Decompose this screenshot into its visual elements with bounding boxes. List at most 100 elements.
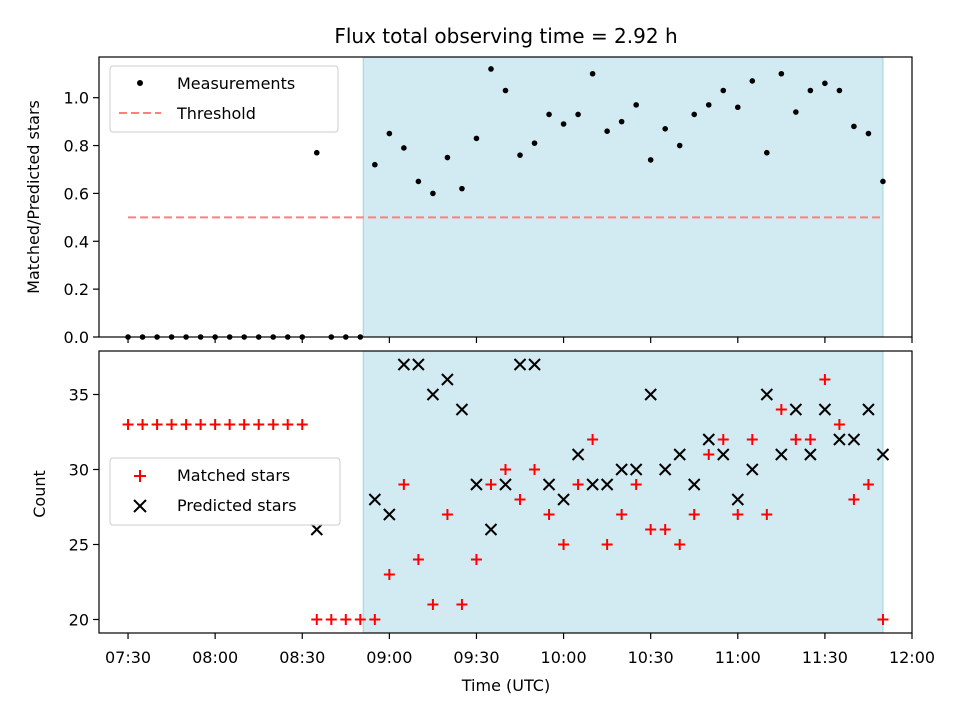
matched-star-point (862, 479, 874, 490)
predicted-x-b (571, 448, 585, 461)
predicted-x-b (717, 448, 730, 461)
bottom-y-tick-label: 20 (69, 611, 89, 630)
top-y-tick-label: 0.2 (64, 280, 89, 299)
measurement-point (734, 104, 741, 111)
matched-star-point (659, 524, 671, 535)
predicted-star-point (673, 448, 686, 461)
x-tick-label: 10:30 (628, 648, 674, 667)
measurement-point (836, 87, 843, 94)
matched-star-point (166, 419, 178, 430)
matched-star-point (775, 404, 787, 415)
predicted-star-point (455, 403, 469, 416)
matched-star-point (500, 464, 511, 475)
measurement-point (691, 111, 698, 118)
matched-star-point (790, 434, 802, 445)
matched-star-point (456, 599, 468, 610)
predicted-x-b (818, 403, 832, 416)
matched-star-point (354, 614, 366, 625)
predicted-x-b (368, 493, 382, 506)
predicted-x-b (615, 463, 628, 476)
predicted-x-b (499, 478, 512, 491)
legend-predicted-label: Predicted stars (177, 496, 297, 515)
predicted-x-b (542, 478, 556, 491)
top-y-tick-label: 0.8 (64, 137, 89, 156)
matched-star-point (427, 599, 439, 610)
top-marks (125, 66, 886, 340)
top-x-ticks (127, 337, 913, 343)
measurement-point (313, 149, 320, 156)
predicted-star-point (499, 478, 512, 491)
predicted-star-point (644, 388, 657, 401)
predicted-x-b (731, 493, 744, 506)
predicted-x-b (441, 373, 454, 386)
predicted-star-point (571, 448, 585, 461)
measurement-point (531, 140, 538, 146)
predicted-star-point (528, 358, 541, 371)
matched-star-point (819, 374, 831, 385)
measurement-point (560, 121, 567, 127)
matched-star-point (688, 509, 700, 520)
matched-star-point (732, 509, 744, 520)
predicted-star-point (470, 478, 483, 491)
matched-star-point (340, 614, 352, 625)
measurement-point (633, 102, 639, 108)
predicted-x-b (746, 463, 759, 476)
legend-plus-marker (134, 470, 146, 482)
x-axis-label: Time (UTC) (461, 676, 550, 695)
measurement-point (575, 111, 581, 118)
matched-star-point (703, 449, 715, 460)
matched-star-point (587, 434, 599, 445)
matched-star-point (151, 419, 163, 430)
bottom-y-axis-label: Count (30, 470, 49, 518)
measurement-point (589, 70, 596, 77)
measurement-point (851, 123, 857, 130)
predicted-star-point (542, 478, 556, 491)
matched-star-point (877, 614, 889, 625)
x-tick-label: 10:00 (541, 648, 587, 667)
predicted-star-point (862, 403, 875, 416)
matched-star-point (325, 614, 337, 625)
matched-star-point (616, 509, 628, 520)
measurement-point (647, 157, 654, 163)
legend-x-marker (133, 499, 147, 513)
predicted-x-b (513, 358, 527, 371)
matched-star-point (137, 419, 149, 430)
matched-star-point (267, 419, 279, 430)
matched-star-point (674, 539, 686, 550)
measurement-point (372, 161, 378, 168)
top-y-tick-label: 0.6 (64, 184, 89, 203)
predicted-star-point (412, 358, 425, 371)
predicted-star-point (658, 463, 672, 476)
top-y-tick-label: 0.0 (64, 328, 89, 347)
matched-star-point (412, 554, 424, 565)
predicted-x-b (688, 478, 701, 491)
legend-measurements-label: Measurements (177, 74, 295, 93)
predicted-x-b (470, 478, 483, 491)
bottom-y-tick-label: 30 (69, 461, 89, 480)
matched-star-point (253, 419, 265, 430)
predicted-star-point (717, 448, 730, 461)
x-tick-label: 09:30 (453, 648, 499, 667)
measurement-point (473, 135, 480, 142)
predicted-star-point (847, 433, 861, 446)
x-tick-label: 08:00 (192, 648, 238, 667)
top-observing-span (362, 56, 884, 338)
matched-star-point (601, 539, 613, 550)
matched-star-point (195, 419, 207, 430)
measurement-point (415, 178, 422, 185)
matched-star-point (833, 419, 845, 430)
measurement-point (604, 128, 610, 134)
predicted-star-point (615, 463, 628, 476)
matched-star-point (282, 419, 294, 430)
x-tick-label: 12:00 (889, 648, 935, 667)
matched-star-point (645, 524, 657, 535)
predicted-star-point (818, 403, 832, 416)
bottom-y-tick-label: 25 (69, 536, 89, 555)
predicted-x-b (484, 523, 498, 536)
predicted-star-point (586, 478, 599, 491)
bottom-panel: 20 25 30 35 07:30 08:00 08:30 09:00 09:30 10:00 1… (30, 350, 935, 695)
predicted-star-point (804, 448, 817, 461)
bottom-y-tick-label: 35 (69, 386, 89, 405)
x-tick-label: 08:30 (279, 648, 325, 667)
measurement-point (444, 154, 451, 161)
